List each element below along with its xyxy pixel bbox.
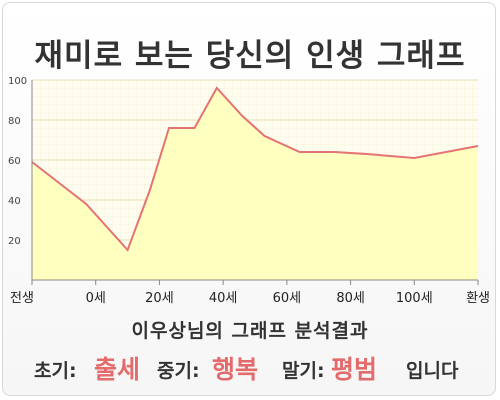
y-tick-label-40: 40 (8, 196, 21, 207)
late-label: 말기: (282, 360, 325, 382)
x-tick-label-1: 0세 (86, 291, 106, 306)
x-tick-label-6: 100세 (396, 291, 433, 306)
y-tick-label-20: 20 (8, 236, 21, 247)
mid-value: 행복 (212, 355, 259, 384)
life-area (32, 88, 478, 280)
chart-title: 재미로 보는 당신의 인생 그래프 (34, 38, 466, 74)
x-tick-label-4: 60세 (273, 291, 302, 306)
late-value: 평범 (331, 355, 378, 384)
early-value: 출세 (94, 355, 141, 384)
y-tick-label-100: 100 (8, 76, 27, 87)
ending-text: 입니다 (406, 360, 459, 382)
life-line (31, 86, 479, 252)
x-tick-label-7: 환생 (466, 291, 490, 306)
early-label: 초기: (34, 360, 77, 382)
x-tick-label-0: 전생 (10, 291, 34, 306)
analysis-subtitle: 이우상님의 그래프 분석결과 (131, 320, 369, 342)
result-line: 초기: 출세 중기: 행복 말기: 평범 입니다 (0, 346, 500, 386)
x-tick-label-2: 20세 (145, 291, 174, 306)
y-tick-label-80: 80 (8, 116, 21, 127)
x-tick-label-5: 80세 (336, 291, 365, 306)
x-tick-label-3: 40세 (209, 291, 238, 306)
mid-label: 중기: (157, 360, 200, 382)
y-tick-label-60: 60 (8, 156, 21, 167)
